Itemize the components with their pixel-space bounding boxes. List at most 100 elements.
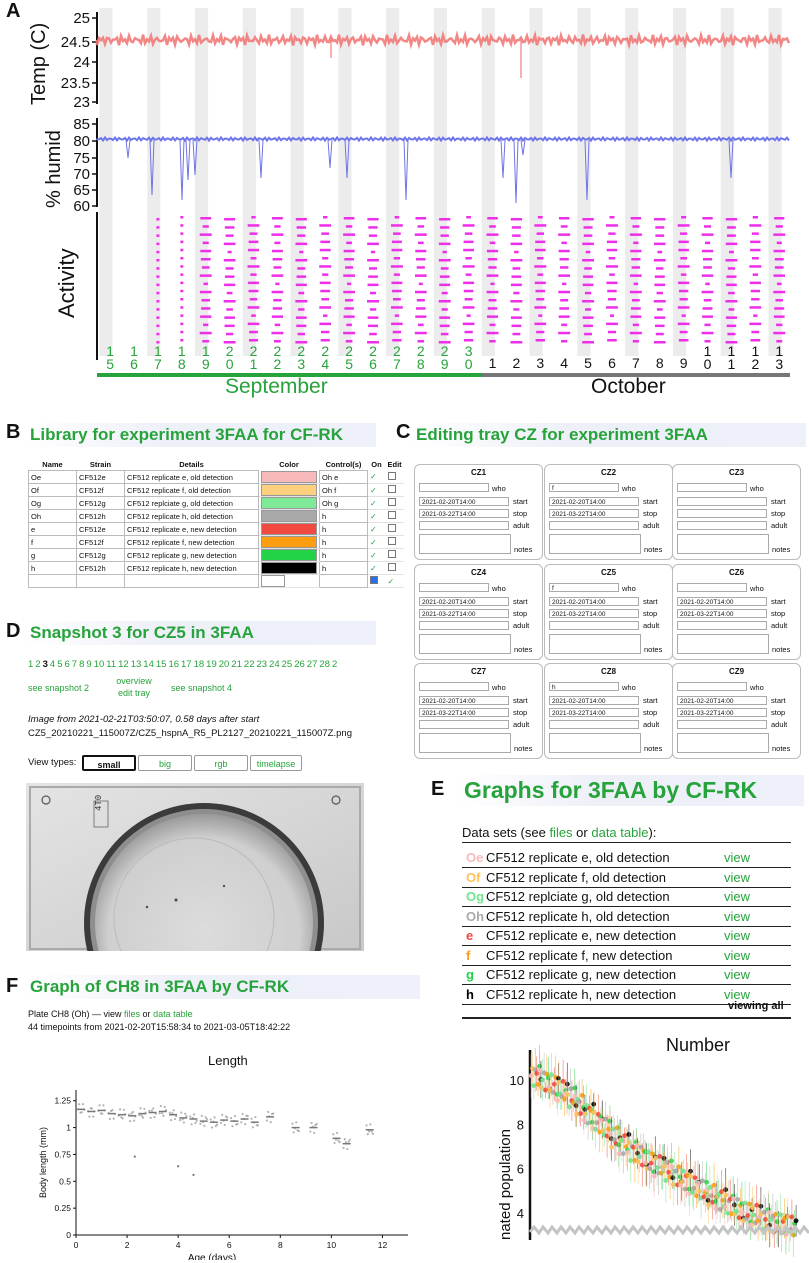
notes-input[interactable] (677, 534, 769, 554)
row-edit-checkbox[interactable] (387, 563, 396, 571)
snapshot-link-24[interactable]: 24 (269, 659, 280, 670)
see-snapshot-2-link[interactable]: see snapshot 2 (28, 683, 90, 693)
who-input[interactable]: f (549, 583, 619, 592)
start-input[interactable] (677, 497, 767, 506)
notes-input[interactable] (549, 634, 641, 654)
who-input[interactable] (419, 682, 489, 691)
notes-input[interactable] (549, 733, 641, 753)
snapshot-link-23[interactable]: 23 (256, 659, 268, 670)
stop-input[interactable]: 2021-03-22T14:00 (419, 509, 509, 518)
dataset-view-link[interactable]: view (724, 967, 751, 982)
snapshot-link-14[interactable]: 14 (143, 659, 154, 670)
row-color-swatch[interactable] (261, 510, 317, 522)
plate-data-table-link[interactable]: data table (153, 1009, 193, 1019)
adult-input[interactable] (677, 621, 767, 630)
snapshot-link-5[interactable]: 5 (57, 659, 63, 670)
snapshot-link-7[interactable]: 7 (71, 659, 78, 670)
view-type-big[interactable]: big (138, 755, 192, 771)
row-on-check[interactable]: ✓ (370, 524, 377, 534)
snapshot-link-11[interactable]: 11 (106, 659, 117, 670)
new-row-edit-check[interactable]: ✓ (387, 576, 395, 586)
row-controls[interactable]: h (319, 509, 368, 523)
row-color-swatch[interactable] (261, 470, 317, 483)
row-edit-checkbox[interactable] (387, 498, 396, 506)
row-on-check[interactable]: ✓ (370, 472, 377, 482)
snapshot-link-27[interactable]: 27 (306, 659, 318, 670)
snapshot-link-20[interactable]: 20 (218, 659, 230, 670)
row-details[interactable]: CF512 replicate e, new detection (124, 522, 259, 536)
snapshot-link-28[interactable]: 28 (319, 659, 330, 670)
stop-input[interactable]: 2021-03-22T14:00 (549, 708, 639, 717)
start-input[interactable]: 2021-02-20T14:00 (677, 597, 767, 606)
dataset-view-link[interactable]: view (724, 928, 751, 943)
stop-input[interactable]: 2021-03-22T14:00 (419, 609, 509, 618)
row-on-check[interactable]: ✓ (370, 498, 377, 508)
stop-input[interactable]: 2021-03-22T14:00 (677, 708, 767, 717)
row-strain[interactable]: CF512e (76, 522, 125, 536)
new-row-field[interactable] (28, 574, 77, 588)
adult-input[interactable] (549, 720, 639, 729)
dataset-view-link[interactable]: view (724, 947, 751, 963)
new-row-on-checkbox[interactable] (370, 576, 378, 584)
row-color-swatch[interactable] (261, 536, 317, 548)
view-type-timelapse[interactable]: timelapse (250, 755, 302, 771)
row-edit-checkbox[interactable] (387, 511, 396, 519)
who-input[interactable]: h (549, 682, 619, 691)
notes-input[interactable] (677, 634, 769, 654)
stop-input[interactable]: 2021-03-22T14:00 (549, 609, 639, 618)
view-type-rgb[interactable]: rgb (194, 755, 248, 771)
row-controls[interactable]: h (319, 561, 368, 575)
row-edit-checkbox[interactable] (387, 524, 396, 532)
dataset-view-link[interactable]: view (724, 908, 751, 924)
who-input[interactable] (419, 583, 489, 592)
row-details[interactable]: CF512 replicate h, old detection (124, 509, 259, 523)
row-color-swatch[interactable] (261, 484, 317, 496)
row-strain[interactable]: CF512g (76, 548, 125, 562)
start-input[interactable]: 2021-02-20T14:00 (677, 696, 767, 705)
row-strain[interactable]: CF512f (76, 483, 125, 497)
row-controls[interactable]: h (319, 522, 368, 536)
snapshot-link-4[interactable]: 4 (49, 659, 56, 670)
adult-input[interactable] (419, 621, 509, 630)
row-edit-checkbox[interactable] (387, 537, 396, 545)
adult-input[interactable] (549, 521, 639, 530)
who-input[interactable] (677, 682, 747, 691)
snapshot-link-19[interactable]: 19 (206, 659, 217, 670)
row-controls[interactable]: Oh e (319, 470, 368, 484)
snapshot-link-6[interactable]: 6 (64, 659, 70, 670)
row-name[interactable]: h (28, 561, 77, 575)
snapshot-link-15[interactable]: 15 (155, 659, 167, 670)
adult-input[interactable] (677, 720, 767, 729)
view-type-small[interactable]: small (82, 755, 136, 771)
dataset-view-link[interactable]: view (724, 850, 751, 865)
row-details[interactable]: CF512 replicate h, new detection (124, 561, 259, 575)
new-row-controls[interactable] (319, 574, 368, 588)
stop-input[interactable]: 2021-03-22T14:00 (549, 509, 639, 518)
row-details[interactable]: CF512 replicate f, old detection (124, 483, 259, 497)
notes-input[interactable] (419, 634, 511, 654)
snapshot-link-8[interactable]: 8 (79, 659, 85, 670)
row-name[interactable]: Of (28, 483, 77, 497)
row-color-swatch[interactable] (261, 497, 317, 509)
row-edit-checkbox[interactable] (387, 485, 396, 493)
row-name[interactable]: f (28, 535, 77, 549)
snapshot-link-1[interactable]: 1 (28, 659, 34, 670)
adult-input[interactable] (677, 521, 767, 530)
snapshot-link-26[interactable]: 26 (294, 659, 305, 670)
snapshot-link-2[interactable]: 2 (35, 659, 41, 670)
row-name[interactable]: e (28, 522, 77, 536)
new-row-field[interactable] (76, 574, 125, 588)
who-input[interactable] (677, 583, 747, 592)
who-input[interactable] (419, 483, 489, 492)
row-on-check[interactable]: ✓ (370, 537, 377, 547)
row-controls[interactable]: Oh f (319, 483, 368, 497)
row-color-swatch[interactable] (261, 562, 317, 574)
start-input[interactable]: 2021-02-20T14:00 (549, 696, 639, 705)
notes-input[interactable] (677, 733, 769, 753)
row-name[interactable]: Oe (28, 470, 77, 484)
row-on-check[interactable]: ✓ (370, 550, 377, 560)
row-name[interactable]: Og (28, 496, 77, 510)
row-edit-checkbox[interactable] (387, 471, 396, 480)
row-strain[interactable]: CF512h (76, 509, 125, 523)
snapshot-link-18[interactable]: 18 (193, 659, 205, 670)
